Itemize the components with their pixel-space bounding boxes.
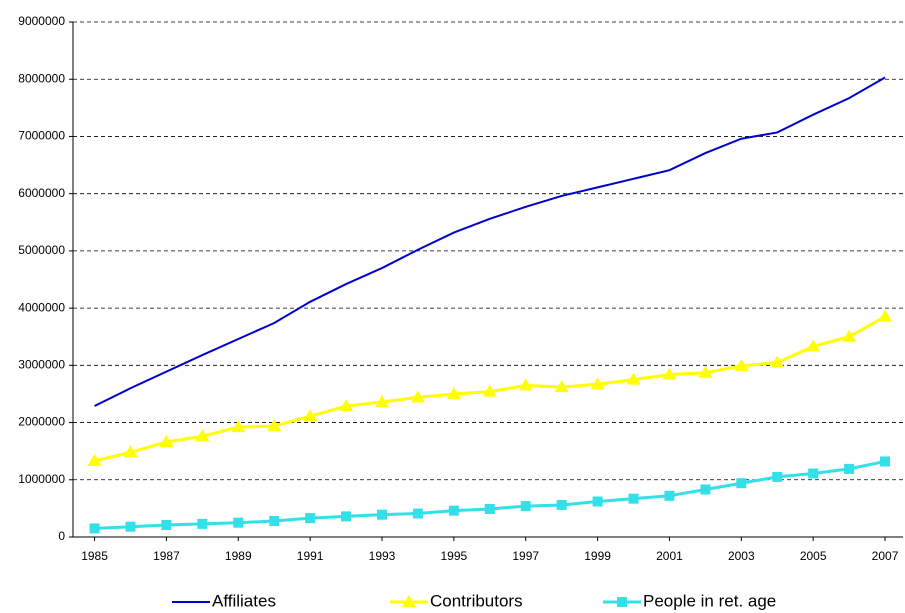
x-tick-label: 1999 — [584, 549, 611, 563]
y-tick-label: 5000000 — [18, 243, 65, 257]
marker — [231, 420, 246, 433]
marker — [556, 499, 567, 510]
marker — [520, 501, 531, 512]
marker — [305, 513, 316, 524]
legend-label: People in ret. age — [643, 591, 776, 610]
legend-label: Contributors — [430, 591, 523, 610]
marker — [89, 523, 100, 534]
marker — [267, 418, 282, 431]
x-tick-label: 2007 — [872, 549, 899, 563]
y-tick-label: 6000000 — [18, 186, 65, 200]
x-tick-label: 2003 — [728, 549, 755, 563]
marker — [842, 329, 857, 342]
x-tick-label: 1991 — [297, 549, 324, 563]
marker — [375, 394, 390, 407]
marker — [303, 409, 318, 422]
y-tick-label: 1000000 — [18, 472, 65, 486]
x-tick-label: 1997 — [512, 549, 539, 563]
marker — [664, 490, 675, 501]
series-line — [94, 76, 886, 407]
marker — [341, 511, 352, 522]
marker — [734, 358, 749, 371]
x-tick-label: 2005 — [800, 549, 827, 563]
marker — [87, 453, 102, 466]
marker — [808, 468, 819, 479]
y-tick-label: 4000000 — [18, 300, 65, 314]
marker — [197, 518, 208, 529]
marker — [159, 435, 174, 448]
x-tick-label: 1993 — [369, 549, 396, 563]
marker — [736, 478, 747, 489]
x-tick-label: 1995 — [441, 549, 468, 563]
x-tick-label: 1989 — [225, 549, 252, 563]
marker — [628, 493, 639, 504]
marker — [518, 378, 533, 391]
marker — [339, 398, 354, 411]
marker — [446, 386, 461, 399]
y-tick-label: 2000000 — [18, 415, 65, 429]
marker — [626, 372, 641, 385]
marker — [412, 508, 423, 519]
marker — [482, 384, 497, 397]
legend-marker — [402, 595, 416, 607]
marker — [161, 519, 172, 530]
marker — [269, 515, 280, 526]
marker — [195, 429, 210, 442]
marker — [662, 367, 677, 380]
legend-label: Affiliates — [212, 591, 276, 610]
marker — [448, 505, 459, 516]
legend-marker — [617, 597, 627, 607]
marker — [844, 463, 855, 474]
marker — [233, 517, 244, 528]
series-line — [94, 459, 886, 530]
marker — [880, 456, 891, 467]
marker — [125, 521, 136, 532]
marker — [554, 380, 569, 393]
marker — [878, 309, 893, 322]
y-tick-label: 8000000 — [18, 71, 65, 85]
marker — [590, 377, 605, 390]
marker — [772, 471, 783, 482]
x-tick-label: 1985 — [81, 549, 108, 563]
y-tick-label: 9000000 — [18, 14, 65, 28]
y-tick-label: 7000000 — [18, 129, 65, 143]
marker — [806, 339, 821, 352]
marker — [484, 503, 495, 514]
y-tick-label: 3000000 — [18, 358, 65, 372]
marker — [700, 484, 711, 495]
marker — [592, 496, 603, 507]
marker — [770, 355, 785, 368]
marker — [377, 509, 388, 520]
marker — [698, 365, 713, 378]
marker — [123, 445, 138, 458]
marker — [410, 390, 425, 403]
x-tick-label: 2001 — [656, 549, 683, 563]
y-tick-label: 0 — [58, 529, 65, 543]
x-tick-label: 1987 — [153, 549, 180, 563]
